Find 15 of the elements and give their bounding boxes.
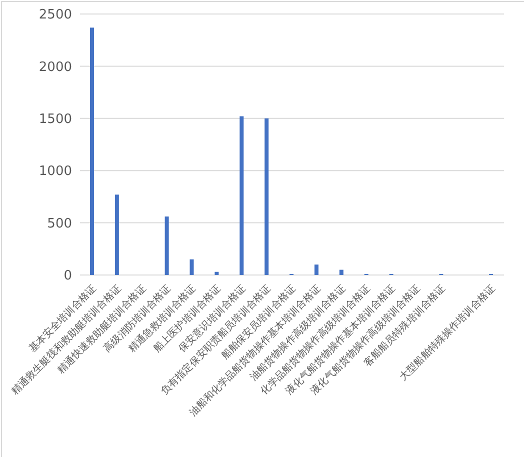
bar (114, 194, 119, 275)
y-tick-label: 2000 (38, 60, 72, 75)
y-tick-label: 2500 (38, 8, 72, 23)
y-tick-label: 500 (47, 216, 72, 232)
bar (240, 116, 244, 275)
bar (190, 259, 194, 275)
bar (214, 272, 219, 275)
y-tick-label: 0 (64, 268, 72, 284)
bar (90, 28, 94, 275)
bar (164, 216, 169, 275)
bar (314, 264, 318, 275)
bar (339, 270, 344, 275)
y-tick-label: 1000 (38, 164, 72, 180)
y-tick-label: 1500 (38, 112, 72, 128)
bar (264, 118, 269, 275)
